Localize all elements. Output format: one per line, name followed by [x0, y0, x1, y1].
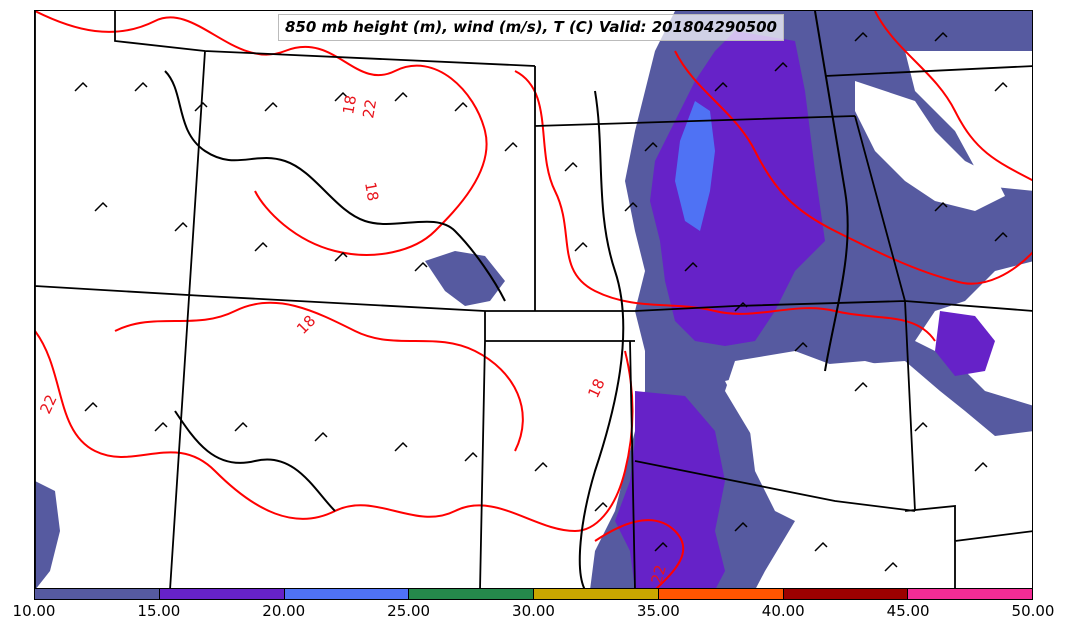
colorbar-segment [409, 589, 534, 599]
colorbar-segment [159, 589, 285, 599]
clear-region-northeast [855, 81, 1005, 211]
wind-speed-colorbar [34, 588, 1033, 600]
colorbar-segment [908, 589, 1032, 599]
colorbar-tick-label: 15.00 [137, 602, 181, 620]
temperature-label-7: 22 [647, 563, 669, 586]
colorbar-tick-label: 40.00 [761, 602, 805, 620]
wind-speed-fill-10-15-west [35, 481, 60, 588]
temperature-label-4: 18 [293, 312, 319, 338]
temperature-label-6: 18 [584, 376, 608, 401]
temperature-label-1: 18 [339, 94, 360, 116]
temperature-contour-southeast [594, 519, 685, 588]
wind-barbs [74, 31, 1008, 572]
wind-speed-fill-20-25 [675, 101, 715, 231]
temperature-contour-northwest [35, 11, 488, 256]
colorbar-tick-label: 20.00 [262, 602, 306, 620]
height-contour-southwest [174, 410, 336, 512]
wind-speed-fill-15-20-south [615, 391, 725, 588]
height-contour-east [814, 11, 849, 372]
colorbar-tick-label: 50.00 [1011, 602, 1055, 620]
map-panel: 18 22 18 18 22 18 22 [34, 10, 1033, 589]
temperature-contour-south [35, 330, 634, 533]
height-contour-central [578, 90, 625, 588]
colorbar-tick-label: 35.00 [636, 602, 680, 620]
colorbar-segment [284, 589, 410, 599]
temperature-label-5: 22 [36, 392, 60, 417]
temperature-contour-northeast [874, 11, 1032, 182]
wind-speed-fill-10-15-central [425, 251, 505, 306]
colorbar-segment [783, 589, 909, 599]
clear-region-east [725, 361, 945, 531]
colorbar-segment [534, 589, 659, 599]
temperature-label-3: 18 [361, 181, 382, 203]
temperature-contour-west [114, 301, 524, 452]
colorbar-tick-label: 45.00 [886, 602, 930, 620]
colorbar-tick-label: 25.00 [387, 602, 431, 620]
colorbar-tick-label: 10.00 [12, 602, 56, 620]
map-title: 850 mb height (m), wind (m/s), T (C) Val… [278, 14, 784, 41]
temperature-contour-central [514, 70, 936, 342]
temperature-label-2: 22 [359, 98, 380, 120]
temperature-contour-east [674, 50, 1032, 285]
map-canvas: 18 22 18 18 22 18 22 [35, 11, 1032, 588]
height-contour-north [164, 70, 506, 302]
colorbar-segment [658, 589, 784, 599]
wind-speed-fill-15-20-east [935, 311, 995, 376]
colorbar-segment [35, 589, 160, 599]
colorbar-tick-label: 30.00 [512, 602, 555, 620]
state-borders [35, 11, 1032, 588]
